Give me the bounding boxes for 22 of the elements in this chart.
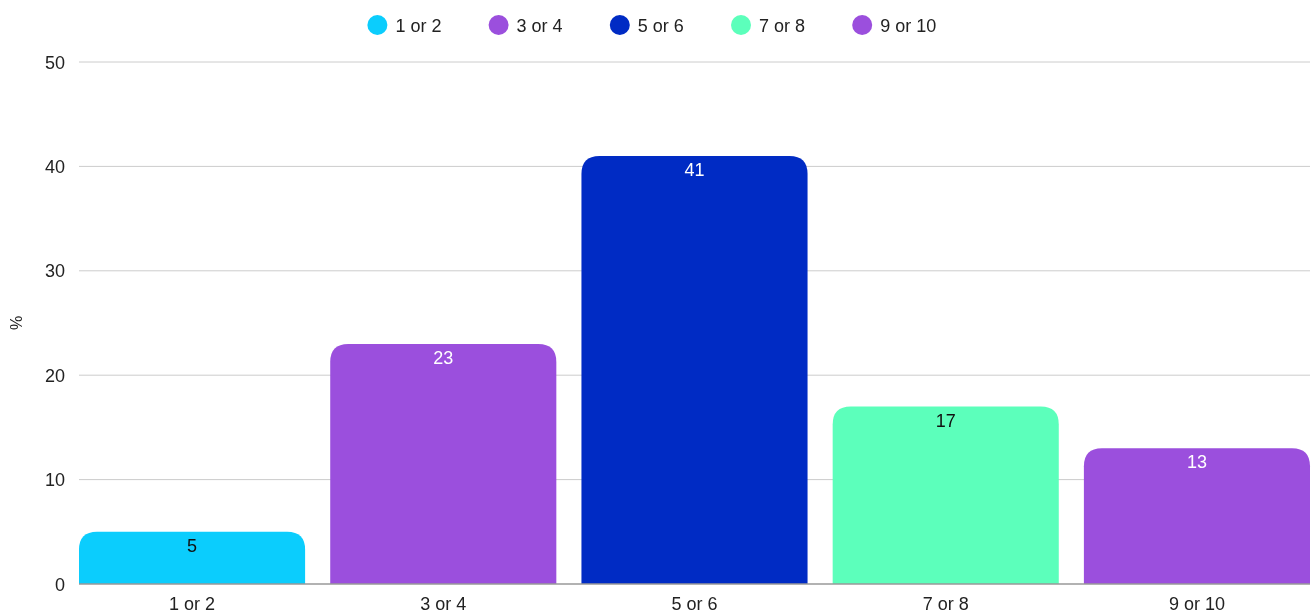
x-tick-label: 7 or 8	[922, 594, 969, 613]
legend-label: 7 or 8	[759, 15, 806, 36]
y-tick-label: 10	[44, 470, 65, 491]
y-tick-label: 0	[54, 574, 65, 595]
data-label: 13	[1186, 452, 1207, 473]
y-tick-label: 40	[44, 156, 65, 177]
x-tick-label: 1 or 2	[169, 594, 216, 613]
x-tick-label: 5 or 6	[671, 594, 718, 613]
y-axis-title: %	[8, 315, 25, 331]
y-tick-label: 50	[44, 52, 65, 73]
legend-label: 9 or 10	[880, 15, 937, 36]
data-label: 17	[935, 410, 956, 431]
data-label: 41	[684, 159, 705, 180]
data-label: 23	[433, 347, 454, 368]
x-tick-label: 9 or 10	[1168, 594, 1225, 613]
x-tick-label: 3 or 4	[420, 594, 467, 613]
y-tick-label: 20	[44, 365, 65, 386]
legend-label: 1 or 2	[395, 15, 442, 36]
data-label: 5	[187, 535, 198, 556]
legend-label: 5 or 6	[637, 15, 684, 36]
y-tick-label: 30	[44, 261, 65, 282]
legend-label: 3 or 4	[516, 15, 563, 36]
